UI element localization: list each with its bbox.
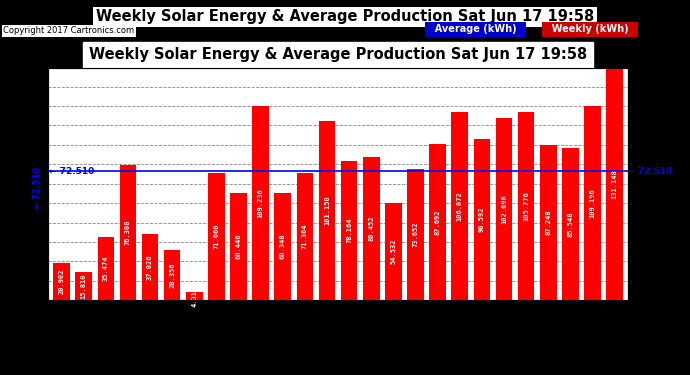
Text: 71.364: 71.364 xyxy=(302,224,308,249)
Text: ← 72.510: ← 72.510 xyxy=(33,166,43,208)
Bar xyxy=(451,112,468,300)
Bar xyxy=(385,203,402,300)
Text: Average (kWh): Average (kWh) xyxy=(428,24,523,34)
Text: 60.348: 60.348 xyxy=(279,234,286,259)
Bar xyxy=(518,112,535,300)
Bar xyxy=(297,174,313,300)
Bar xyxy=(186,292,203,300)
Bar xyxy=(141,234,159,300)
Bar xyxy=(407,170,424,300)
Text: 76.308: 76.308 xyxy=(125,220,131,245)
Text: Weekly Solar Energy & Average Production Sat Jun 17 19:58: Weekly Solar Energy & Average Production… xyxy=(96,9,594,24)
Text: 4.312: 4.312 xyxy=(191,285,197,307)
Text: 105.776: 105.776 xyxy=(523,191,529,221)
Text: 102.696: 102.696 xyxy=(501,194,507,224)
Bar xyxy=(230,193,247,300)
Text: ← 72.510: ← 72.510 xyxy=(627,167,673,176)
Bar xyxy=(53,263,70,300)
Bar xyxy=(363,158,380,300)
Text: 90.592: 90.592 xyxy=(479,207,485,232)
Text: Copyright 2017 Cartronics.com: Copyright 2017 Cartronics.com xyxy=(3,26,135,35)
Bar xyxy=(607,68,623,300)
Bar xyxy=(584,106,601,300)
Text: 109.236: 109.236 xyxy=(257,188,264,218)
Text: 80.452: 80.452 xyxy=(368,216,374,242)
Text: 78.164: 78.164 xyxy=(346,218,352,243)
Bar xyxy=(97,237,114,300)
Text: 101.150: 101.150 xyxy=(324,195,330,225)
Title: Weekly Solar Energy & Average Production Sat Jun 17 19:58: Weekly Solar Energy & Average Production… xyxy=(89,47,587,62)
Text: 28.356: 28.356 xyxy=(169,262,175,288)
Bar xyxy=(164,250,181,300)
Bar xyxy=(562,148,579,300)
Text: 20.902: 20.902 xyxy=(59,269,65,294)
Bar xyxy=(429,144,446,300)
Text: 87.248: 87.248 xyxy=(545,210,551,236)
Bar xyxy=(540,145,557,300)
Text: 131.148: 131.148 xyxy=(611,169,618,199)
Text: 35.474: 35.474 xyxy=(103,256,109,281)
Bar xyxy=(119,165,136,300)
Text: 106.072: 106.072 xyxy=(457,191,463,221)
Bar xyxy=(341,161,357,300)
Bar xyxy=(495,118,512,300)
Bar xyxy=(208,173,225,300)
Text: 87.692: 87.692 xyxy=(435,210,441,235)
Text: Weekly (kWh): Weekly (kWh) xyxy=(545,24,635,34)
Bar xyxy=(319,121,335,300)
Text: 71.660: 71.660 xyxy=(213,224,219,249)
Bar xyxy=(75,272,92,300)
Text: 15.810: 15.810 xyxy=(81,273,87,299)
Bar xyxy=(275,193,291,300)
Text: 109.196: 109.196 xyxy=(589,188,595,218)
Bar xyxy=(253,106,269,300)
Text: ← 72.510: ← 72.510 xyxy=(49,167,94,176)
Bar xyxy=(473,140,490,300)
Text: 85.548: 85.548 xyxy=(567,211,573,237)
Text: 73.652: 73.652 xyxy=(413,222,419,248)
Text: 37.026: 37.026 xyxy=(147,254,153,280)
Text: 60.446: 60.446 xyxy=(235,234,242,259)
Text: 54.532: 54.532 xyxy=(391,239,397,264)
